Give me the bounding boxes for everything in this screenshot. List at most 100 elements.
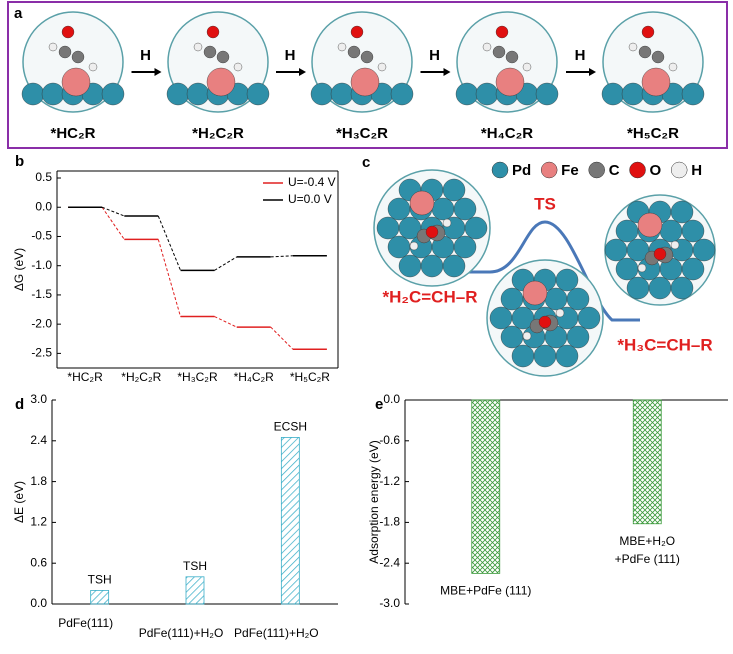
atom bbox=[566, 325, 590, 349]
atom bbox=[425, 225, 439, 239]
atom bbox=[489, 306, 513, 330]
atom bbox=[203, 45, 217, 59]
bar-annotation: TSH bbox=[183, 559, 207, 573]
atom bbox=[626, 276, 650, 300]
y-tick-label: 1.2 bbox=[30, 515, 47, 529]
atom bbox=[41, 82, 65, 106]
arrow-label: H bbox=[285, 47, 296, 64]
bar bbox=[90, 590, 110, 605]
atom bbox=[71, 50, 85, 64]
panel-label: d bbox=[15, 396, 24, 413]
atom bbox=[455, 82, 479, 106]
atom bbox=[648, 276, 672, 300]
atom bbox=[621, 82, 645, 106]
legend-label: C bbox=[609, 162, 620, 179]
atom bbox=[88, 62, 98, 72]
atom bbox=[48, 42, 58, 52]
panel-label: c bbox=[362, 154, 370, 171]
connector bbox=[214, 256, 237, 271]
connector bbox=[214, 316, 237, 328]
legend-label: H bbox=[691, 162, 702, 179]
atom bbox=[670, 276, 694, 300]
x-tick-label: *H₃C₂R bbox=[177, 370, 218, 384]
atom bbox=[555, 268, 579, 292]
arrow-label: H bbox=[140, 47, 151, 64]
atom bbox=[61, 67, 91, 97]
atom bbox=[442, 218, 452, 228]
final-label: *H₃C=CH–R bbox=[617, 335, 712, 354]
atom bbox=[492, 45, 506, 59]
atom bbox=[387, 235, 411, 259]
legend-swatch bbox=[629, 161, 646, 179]
legend-swatch bbox=[491, 161, 509, 179]
atom bbox=[533, 344, 557, 368]
y-tick-label: 0.6 bbox=[30, 555, 47, 569]
atom bbox=[166, 82, 190, 106]
x-category-label: PdFe(111)+H₂O bbox=[139, 626, 224, 640]
y-tick-label: -1.0 bbox=[31, 258, 52, 272]
atom bbox=[453, 235, 477, 259]
bar bbox=[280, 436, 300, 605]
y-axis-label: ΔE (eV) bbox=[12, 481, 26, 523]
atom bbox=[246, 82, 270, 106]
y-tick-label: 0.0 bbox=[35, 199, 52, 213]
atom bbox=[681, 219, 705, 243]
y-axis-label: Adsorption energy (eV) bbox=[367, 440, 381, 563]
connector bbox=[270, 255, 293, 258]
atom bbox=[641, 67, 671, 97]
y-tick-label: -2.4 bbox=[379, 555, 400, 569]
atom bbox=[350, 67, 380, 97]
x-tick-label: *H₅C₂R bbox=[290, 370, 330, 384]
arrowhead bbox=[589, 68, 596, 76]
y-tick-label: -2.5 bbox=[31, 346, 52, 360]
panel-label: e bbox=[375, 396, 383, 413]
atom bbox=[21, 82, 45, 106]
atom bbox=[505, 50, 519, 64]
atom bbox=[641, 25, 655, 39]
bar bbox=[632, 399, 662, 525]
atom bbox=[58, 45, 72, 59]
species-label: *H₅C₂R bbox=[627, 125, 679, 142]
atom bbox=[637, 212, 663, 238]
atom bbox=[511, 344, 535, 368]
arrowhead bbox=[299, 68, 306, 76]
legend-swatch bbox=[588, 161, 605, 179]
y-tick-label: -1.8 bbox=[379, 515, 400, 529]
y-tick-label: 3.0 bbox=[30, 392, 47, 406]
atom bbox=[522, 62, 532, 72]
atom bbox=[500, 287, 524, 311]
connector bbox=[101, 206, 125, 240]
species-label: *H₄C₂R bbox=[481, 125, 533, 142]
atom bbox=[206, 67, 236, 97]
bar-annotation: ECSH bbox=[274, 420, 307, 434]
y-axis-label: ΔG (eV) bbox=[12, 248, 26, 291]
legend-label: U=0.0 V bbox=[288, 192, 332, 206]
atom bbox=[330, 82, 354, 106]
panel-a-frame bbox=[7, 1, 728, 149]
atom bbox=[398, 254, 422, 278]
connector bbox=[157, 215, 181, 271]
atom bbox=[555, 344, 579, 368]
atom bbox=[495, 25, 509, 39]
y-tick-label: -2.0 bbox=[31, 316, 52, 330]
atom bbox=[409, 241, 419, 251]
species-label: *H₃C₂R bbox=[336, 125, 388, 142]
atom bbox=[310, 82, 334, 106]
atom bbox=[604, 238, 628, 262]
x-category-label: PdFe(111) bbox=[58, 616, 113, 630]
atom bbox=[681, 82, 705, 106]
atom bbox=[347, 45, 361, 59]
atom bbox=[442, 254, 466, 278]
atom bbox=[670, 200, 694, 224]
atom bbox=[638, 45, 652, 59]
atom bbox=[659, 219, 683, 243]
bar-annotation: TSH bbox=[88, 573, 112, 587]
connector bbox=[101, 206, 125, 217]
atom bbox=[377, 62, 387, 72]
atom bbox=[538, 315, 552, 329]
atom bbox=[216, 50, 230, 64]
arrow-label: H bbox=[429, 47, 440, 64]
atom bbox=[61, 25, 75, 39]
